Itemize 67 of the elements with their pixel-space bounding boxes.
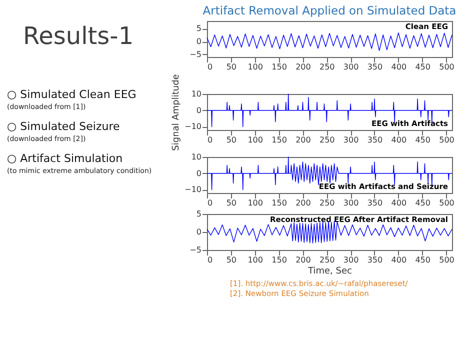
y-tick-label: 0 — [196, 228, 202, 236]
x-tick-label: 200 — [296, 198, 311, 208]
x-tick-label: 50 — [226, 136, 237, 144]
y-tick-label: 0 — [196, 168, 202, 178]
text: Results-1 — [23, 22, 134, 50]
y-tick-label: −10 — [184, 122, 202, 132]
x-tick-label: 450 — [415, 62, 430, 72]
x-tick-label: 200 — [296, 62, 311, 72]
x-tick-label: 50 — [226, 62, 237, 72]
x-tick-label: 50 — [226, 256, 237, 264]
line-series — [206, 220, 452, 244]
line-series — [206, 32, 452, 51]
y-tick-label: 0 — [196, 106, 202, 115]
x-tick-label: 400 — [391, 62, 407, 72]
y-tick-label: 10 — [191, 90, 202, 98]
x-tick-label: 250 — [319, 256, 335, 264]
line-series — [206, 94, 452, 128]
y-axis-title: Signal Amplitude — [172, 74, 182, 151]
text: ○ Simulated Seizure — [7, 120, 120, 133]
x-tick-label: 50 — [226, 198, 237, 208]
text: ○ Artifact Simulation — [7, 152, 123, 165]
x-tick-label: 100 — [248, 136, 263, 144]
x-tick-label: 150 — [272, 62, 287, 72]
x-tick-label: 250 — [319, 136, 335, 144]
x-tick-label: 350 — [367, 136, 383, 144]
y-tick-label: −10 — [184, 185, 202, 194]
y-tick-label: −5 — [190, 246, 202, 254]
y-tick-label: 10 — [191, 152, 202, 162]
chart-title: Artifact Removal Applied on Simulated Data — [202, 4, 456, 18]
x-tick-label: 150 — [272, 198, 287, 208]
x-tick-label: 400 — [391, 256, 407, 264]
x-tick-label: 350 — [367, 62, 383, 72]
x-tick-label: 0 — [208, 136, 213, 144]
line-series — [206, 156, 452, 190]
y-tick-label: 0 — [196, 37, 202, 46]
y-tick-label: 5 — [196, 210, 202, 218]
y-tick-label: 5 — [196, 24, 202, 34]
x-tick-label: 400 — [391, 198, 407, 208]
x-tick-label: 0 — [208, 256, 213, 264]
x-tick-label: 200 — [296, 136, 311, 144]
x-tick-label: 100 — [248, 62, 263, 72]
x-tick-label: 450 — [415, 136, 430, 144]
x-tick-label: 300 — [343, 136, 359, 144]
text: ○ Simulated Clean EEG — [7, 88, 136, 101]
x-tick-label: 350 — [367, 198, 383, 208]
x-tick-label: 350 — [367, 256, 383, 264]
x-tick-label: 200 — [296, 256, 311, 264]
x-tick-label: 250 — [319, 198, 335, 208]
x-tick-label: 500 — [439, 256, 454, 264]
x-tick-label: 150 — [272, 136, 287, 144]
y-tick-label: −5 — [190, 50, 202, 59]
x-tick-label: 300 — [343, 256, 359, 264]
x-axis-title: Time, Sec — [307, 266, 352, 276]
x-tick-label: 500 — [439, 198, 454, 208]
x-tick-label: 300 — [343, 62, 359, 72]
x-tick-label: 250 — [319, 62, 335, 72]
x-tick-label: 450 — [415, 198, 430, 208]
x-tick-label: 450 — [415, 256, 430, 264]
x-tick-label: 100 — [248, 198, 263, 208]
x-tick-label: 400 — [391, 136, 407, 144]
x-tick-label: 100 — [248, 256, 263, 264]
x-tick-label: 0 — [208, 198, 213, 208]
x-tick-label: 300 — [343, 198, 359, 208]
x-tick-label: 500 — [439, 136, 454, 144]
x-tick-label: 500 — [439, 62, 454, 72]
x-tick-label: 0 — [208, 62, 213, 72]
x-tick-label: 150 — [272, 256, 287, 264]
